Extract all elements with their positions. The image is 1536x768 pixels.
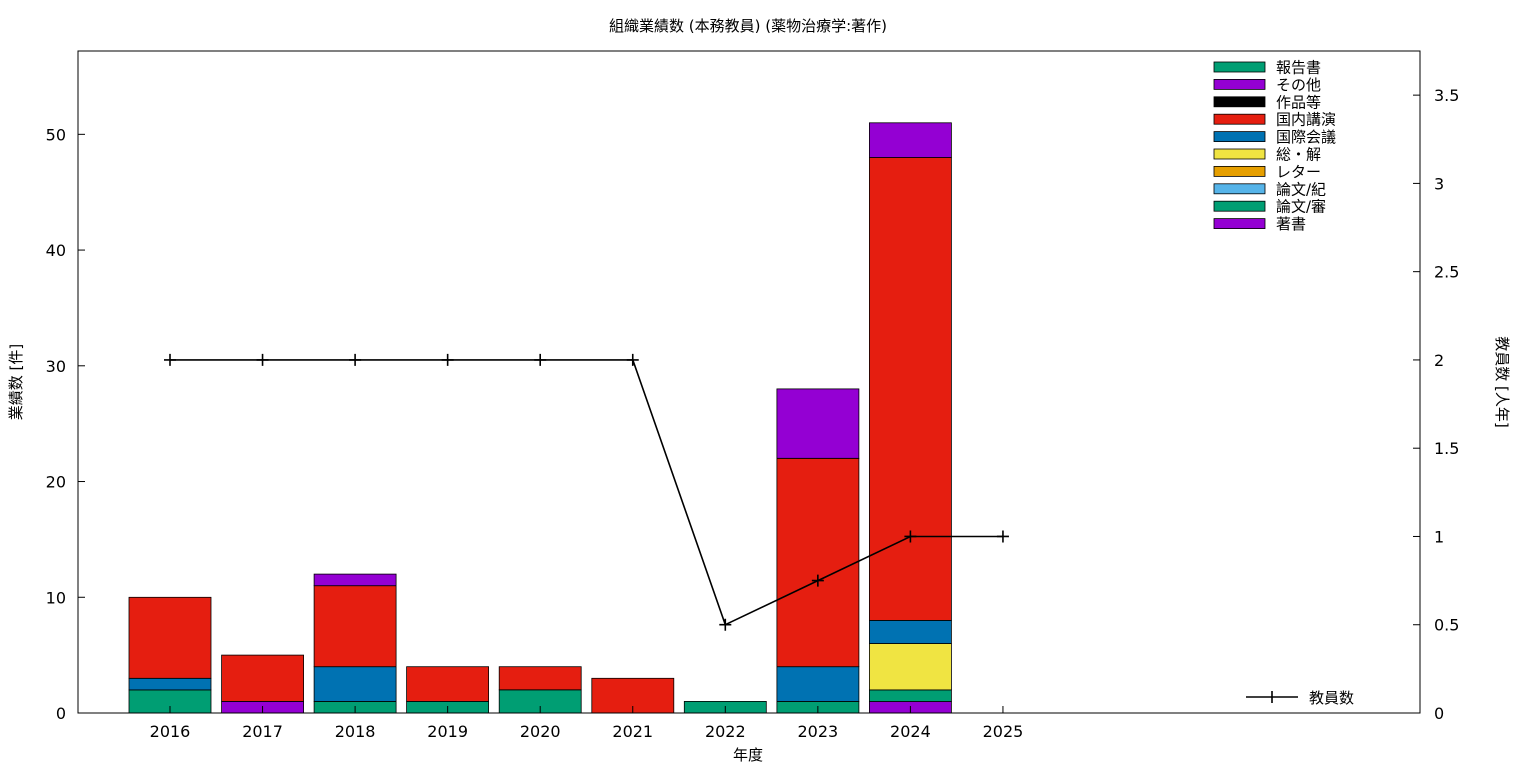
x-tick-label-2018: 2018 xyxy=(335,722,376,741)
legend-swatch-5 xyxy=(1213,131,1266,143)
bar-segment-2023-s6 xyxy=(776,457,860,668)
bar-segment-2019-s6 xyxy=(406,666,490,702)
legend-swatch-6 xyxy=(1213,113,1266,125)
x-axis-label: 年度 xyxy=(733,746,763,764)
faculty-count-line xyxy=(164,353,1009,631)
legend-swatch-9 xyxy=(1213,61,1266,73)
faculty-line-path xyxy=(170,359,1003,626)
x-tick-label-2024: 2024 xyxy=(890,722,931,741)
faculty-point-2017 xyxy=(256,353,269,366)
x-tick-label-2019: 2019 xyxy=(427,722,468,741)
bar-segment-2018-s8 xyxy=(313,573,397,587)
y-axis-left: 0 10 20 30 40 50 xyxy=(46,125,85,723)
faculty-point-2020 xyxy=(534,353,547,366)
y2-tick-label-3.5: 3.5 xyxy=(1434,86,1459,105)
legend-swatch-4 xyxy=(1213,148,1266,160)
x-tick-label-2017: 2017 xyxy=(242,722,283,741)
legend-label-4: 総・解 xyxy=(1276,146,1321,164)
line-legend: 教員数 xyxy=(1246,689,1354,707)
bar-segment-2018-s6 xyxy=(313,585,397,668)
bar-segment-2024-s1 xyxy=(869,689,952,702)
legend-swatch-7 xyxy=(1213,96,1266,108)
bar-segment-2016-s6 xyxy=(128,596,212,679)
y2-tick-label-1.5: 1.5 xyxy=(1434,439,1459,458)
faculty-point-2021 xyxy=(626,353,639,366)
x-axis: 2016 2017 2018 2019 2020 2021 2022 2023 2024 2025 xyxy=(150,706,1024,741)
bar-segment-2018-s5 xyxy=(313,666,397,702)
faculty-point-2019 xyxy=(441,353,454,366)
bar-segment-2023-s8 xyxy=(776,388,860,459)
bar-segment-2024-s8 xyxy=(869,122,952,158)
y-tick-label-0: 0 xyxy=(56,704,66,723)
y-tick-label-10: 10 xyxy=(46,588,66,607)
y-tick-label-20: 20 xyxy=(46,473,66,492)
x-tick-label-2022: 2022 xyxy=(705,722,746,741)
y2-tick-label-2.5: 2.5 xyxy=(1434,263,1459,282)
faculty-point-2025 xyxy=(996,530,1009,543)
y-tick-label-50: 50 xyxy=(46,125,66,144)
legend-label-0: 著書 xyxy=(1276,215,1306,233)
legend-label-2: 論文/紀 xyxy=(1276,180,1326,198)
legend-label-6: 国内講演 xyxy=(1276,111,1336,129)
faculty-point-2022 xyxy=(719,618,732,631)
y2-tick-label-1: 1 xyxy=(1434,527,1444,546)
bar-segment-2016-s5 xyxy=(128,677,212,691)
legend-swatch-0 xyxy=(1213,218,1266,230)
y2-axis-label: 教員数 [人年] xyxy=(1493,336,1511,427)
legend-label-8: その他 xyxy=(1276,76,1321,94)
legend-label-5: 国際会議 xyxy=(1276,128,1336,146)
y-axis-label: 業績数 [件] xyxy=(7,344,25,420)
bar-segment-2020-s6 xyxy=(498,666,582,691)
x-tick-label-2016: 2016 xyxy=(150,722,191,741)
legend-swatch-2 xyxy=(1213,183,1266,195)
bar-segment-2024-s5 xyxy=(869,620,952,644)
x-tick-label-2023: 2023 xyxy=(797,722,838,741)
y-tick-label-30: 30 xyxy=(46,357,66,376)
bars-layer xyxy=(128,122,952,714)
y2-tick-label-0.5: 0.5 xyxy=(1434,616,1459,635)
legend-label-9: 報告書 xyxy=(1276,59,1321,77)
legend-label-3: レター xyxy=(1276,163,1321,181)
bar-segment-2024-s6 xyxy=(869,157,952,621)
bar-segment-2024-s4 xyxy=(869,643,952,691)
y2-tick-label-2: 2 xyxy=(1434,351,1444,370)
y-axis-right: 0 0.5 1 1.5 2 2.5 3 3.5 xyxy=(1413,86,1459,723)
y-tick-label-40: 40 xyxy=(46,241,66,260)
legend-swatch-3 xyxy=(1213,165,1266,177)
legend-label-7: 作品等 xyxy=(1276,93,1321,111)
faculty-point-2024 xyxy=(904,530,917,543)
legend-label-1: 論文/審 xyxy=(1276,198,1326,216)
legend-swatch-8 xyxy=(1213,79,1266,90)
x-tick-label-2020: 2020 xyxy=(520,722,561,741)
plot-frame xyxy=(77,50,1421,714)
chart-title: 組織業績数 (本務教員) (薬物治療学:著作) xyxy=(609,17,887,35)
faculty-point-2018 xyxy=(349,353,362,366)
bar-segment-2017-s6 xyxy=(221,654,305,702)
bar-segment-2023-s5 xyxy=(776,666,860,702)
y2-tick-label-3: 3 xyxy=(1434,174,1444,193)
faculty-point-2023 xyxy=(811,574,824,587)
y2-tick-label-0: 0 xyxy=(1434,704,1444,723)
faculty-point-2016 xyxy=(164,353,176,366)
line-legend-label: 教員数 xyxy=(1309,689,1354,707)
legend-swatch-1 xyxy=(1213,200,1266,212)
x-tick-label-2021: 2021 xyxy=(612,722,653,741)
x-tick-label-2025: 2025 xyxy=(983,722,1024,741)
